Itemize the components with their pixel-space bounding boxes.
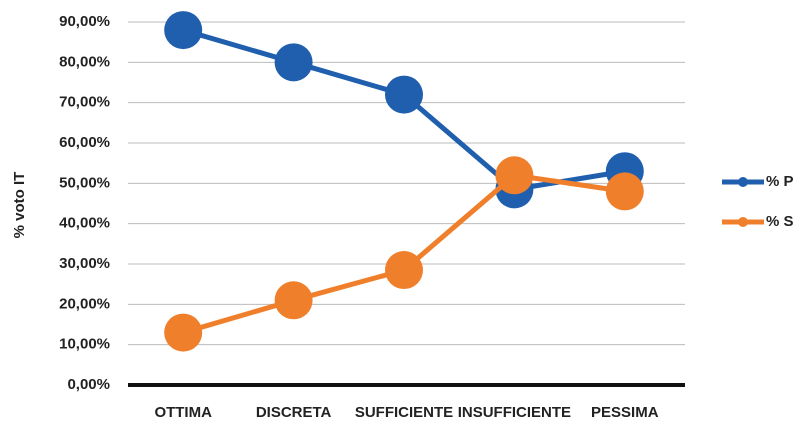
y-tick-label: 60,00% [59, 134, 110, 151]
x-tick-label: SUFFICIENTE [355, 404, 453, 421]
y-tick-label: 40,00% [59, 215, 110, 232]
point-marker [164, 11, 203, 50]
x-tick-label: OTTIMA [154, 404, 212, 421]
y-tick-label: 50,00% [59, 174, 110, 191]
y-axis-label: % voto IT [11, 172, 28, 239]
y-tick-label: 70,00% [59, 94, 110, 111]
point-marker [164, 313, 203, 352]
point-marker [274, 43, 313, 82]
y-tick-label: 90,00% [59, 13, 110, 30]
x-tick-label: PESSIMA [591, 404, 659, 421]
y-tick-label: 80,00% [59, 53, 110, 70]
legend-marker [738, 217, 748, 227]
y-tick-label: 0,00% [67, 376, 110, 393]
y-tick-label: 20,00% [59, 295, 110, 312]
legend-label: % S [766, 213, 794, 230]
point-marker [385, 251, 423, 290]
point-marker [274, 281, 313, 320]
y-tick-label: 10,00% [59, 336, 110, 353]
point-marker [495, 156, 534, 195]
x-tick-label: INSUFFICIENTE [458, 404, 571, 421]
x-tick-label: DISCRETA [256, 404, 332, 421]
point-marker [605, 172, 644, 211]
y-tick-label: 30,00% [59, 255, 110, 272]
legend-label: % P [766, 173, 794, 190]
legend-marker [738, 177, 748, 187]
point-marker [385, 75, 423, 114]
